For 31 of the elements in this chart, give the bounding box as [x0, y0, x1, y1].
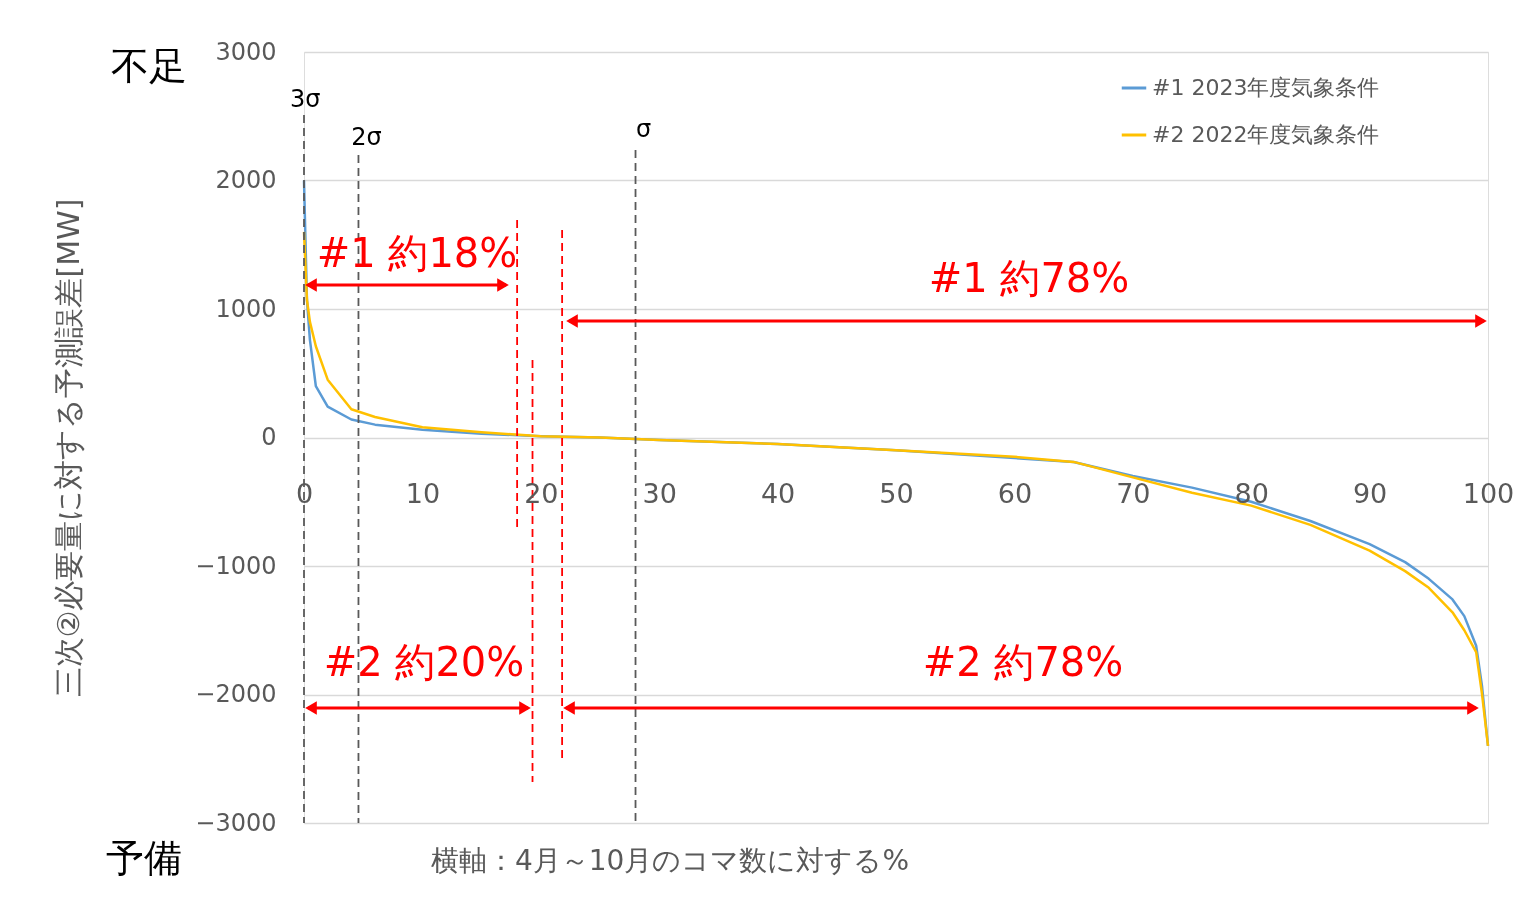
x-tick-label: 30: [642, 478, 677, 509]
y-tick-label: −3000: [195, 808, 277, 837]
ref-line-label: σ: [635, 115, 652, 143]
legend-label: #1 2023年度気象条件: [1152, 75, 1380, 100]
x-tick-label: 20: [524, 478, 559, 509]
text: 横軸：4月～10月のコマ数に対する%: [430, 844, 910, 877]
x-tick-label: 50: [879, 478, 914, 509]
y-tick-label: −1000: [195, 551, 277, 580]
annotation: #1 約78%: [928, 255, 1130, 301]
x-tick-label: 80: [1234, 478, 1269, 509]
ref-line-label: 3σ: [290, 85, 321, 113]
ref-line-label: 2σ: [351, 123, 382, 151]
text: 不足: [111, 44, 187, 88]
x-tick-label: 10: [405, 478, 441, 509]
x-tick-label: 100: [1462, 478, 1515, 509]
y-tick-label: 2000: [215, 166, 277, 194]
y-tick-label: 1000: [215, 294, 277, 323]
annotation: #2 約20%: [323, 639, 525, 685]
text: 予備: [106, 836, 182, 880]
y-tick-label: 3000: [215, 37, 277, 66]
x-tick-label: 90: [1352, 478, 1388, 509]
x-tick-label: 0: [295, 478, 314, 509]
y-axis-title: 三次②必要量に対する予測誤差[MW]: [50, 198, 86, 698]
annotation: #1 約18%: [316, 230, 518, 276]
legend-label: #2 2022年度気象条件: [1152, 122, 1380, 147]
x-tick-label: 70: [1116, 478, 1151, 509]
x-tick-label: 60: [997, 478, 1033, 509]
y-tick-label: −2000: [195, 680, 277, 708]
y-tick-label: 0: [261, 423, 277, 451]
x-tick-label: 40: [760, 478, 796, 509]
annotation: #2 約78%: [922, 639, 1124, 685]
